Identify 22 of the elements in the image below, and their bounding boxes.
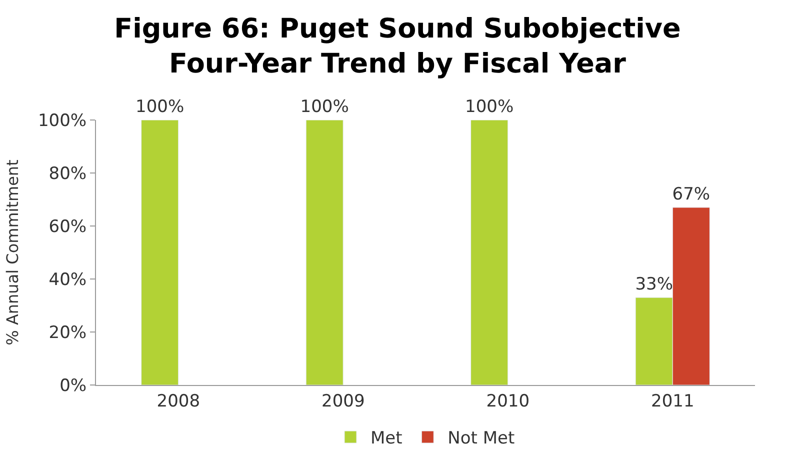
- data-label: 100%: [300, 97, 349, 117]
- bar: [141, 120, 179, 385]
- y-tick-label: 80%: [48, 164, 87, 184]
- x-tick-label: 2011: [650, 391, 694, 412]
- bar: [470, 120, 508, 385]
- y-tick-label: 100%: [38, 110, 87, 131]
- data-label: 33%: [635, 274, 673, 295]
- chart-title: Figure 66: Puget Sound Subobjective Four-Year Trend by Fiscal Year: [114, 14, 681, 80]
- bar: [306, 120, 344, 385]
- x-tick-label: 2010: [486, 391, 530, 412]
- y-tick-label: 0%: [60, 376, 87, 396]
- y-tick-label: 40%: [48, 270, 87, 290]
- data-label: 100%: [465, 97, 514, 117]
- data-label: 100%: [136, 97, 184, 117]
- x-tick-label: 2009: [321, 391, 365, 412]
- y-tick-label: 20%: [48, 322, 87, 343]
- data-label: 67%: [672, 184, 710, 204]
- legend-label: Not Met: [448, 428, 515, 449]
- legend-label: Met: [370, 428, 403, 449]
- y-axis-title: % Annual Commitment: [2, 160, 22, 346]
- y-tick-label: 60%: [48, 216, 87, 237]
- x-tick-label: 2008: [156, 391, 200, 412]
